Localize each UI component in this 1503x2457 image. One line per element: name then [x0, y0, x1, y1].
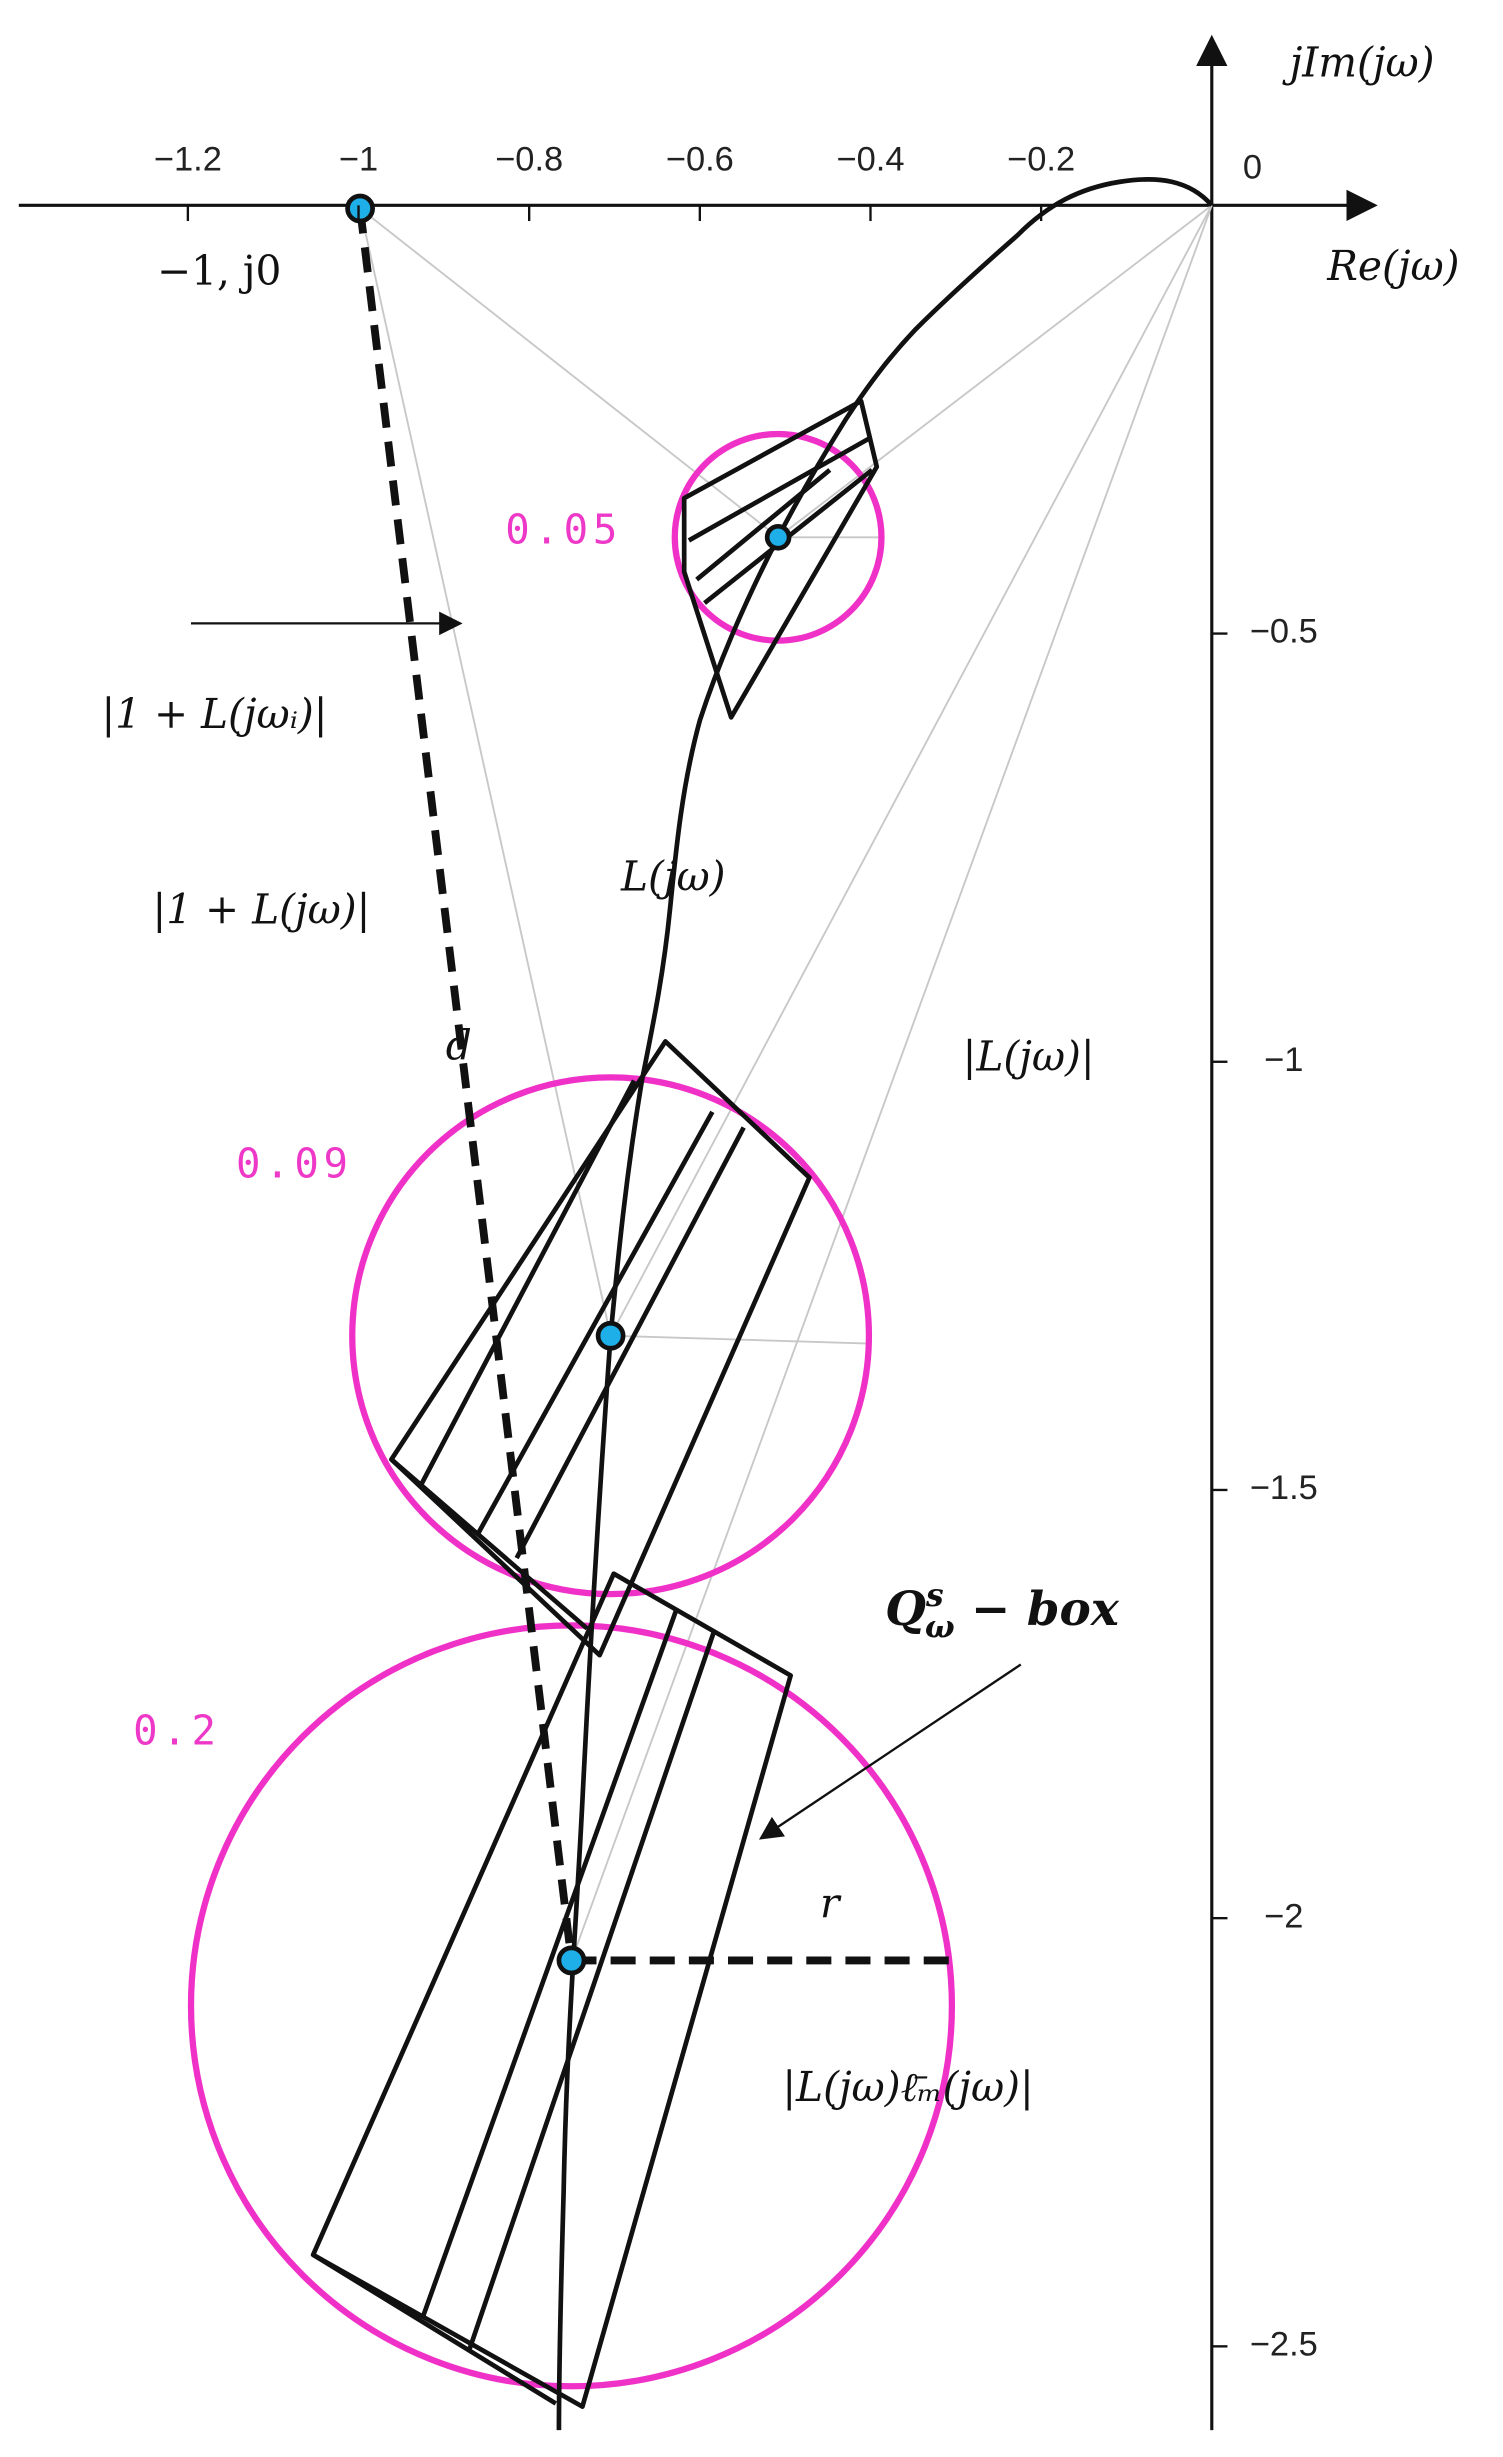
annotation: |L(jω)ℓ̄ₘ(jω)|	[782, 2063, 1033, 2111]
annotation: |1 + L(jω)|	[153, 886, 371, 934]
x-tick-label: −1.2	[154, 141, 222, 179]
critical-label: −1, j0	[157, 247, 281, 295]
uncertainty-circle	[349, 1074, 873, 1598]
y-axis-label: jIm(jω)	[1282, 39, 1435, 87]
y-tick-label: −0.5	[1250, 613, 1318, 651]
annotation: |L(jω)|	[963, 1033, 1095, 1081]
pointer-arrow	[758, 1663, 1022, 1840]
y-tick-label: −2	[1264, 1897, 1303, 1935]
annotation: L(jω)	[620, 853, 726, 901]
frequency-label: 0.2	[133, 1706, 221, 1754]
x-tick-label: −1	[339, 141, 378, 179]
q-base: Q	[885, 1582, 926, 1637]
annotation: |1 + L(jωᵢ)|	[101, 690, 327, 738]
uncertainty-circle	[187, 1622, 956, 2390]
nyquist-curve	[556, 177, 1214, 2431]
x-axis-label: Re(jω)	[1326, 242, 1459, 290]
annotation: r	[820, 1880, 842, 1928]
annotation: d	[446, 1022, 472, 1070]
frequency-point	[595, 1320, 626, 1351]
y-tick-label: −1	[1264, 1041, 1303, 1079]
x-tick-label: −0.8	[495, 141, 563, 179]
q-rest: − box	[955, 1582, 1120, 1637]
frequency-point	[556, 1945, 587, 1976]
q-sub: ω	[925, 1609, 955, 1645]
q-box-label: Qs ω − box	[885, 1578, 1120, 1645]
x-tick-label: −0.4	[836, 141, 904, 179]
critical-point	[345, 193, 375, 224]
q-sup: s	[925, 1578, 944, 1614]
construction-lines	[359, 204, 1213, 1961]
distance-d	[356, 208, 576, 1961]
q-boxes	[310, 398, 880, 2409]
x-tick-label: −0.6	[666, 141, 734, 179]
frequency-label: 0.09	[236, 1140, 353, 1188]
y-tick-label: −1.5	[1250, 1469, 1318, 1507]
frequency-point	[764, 523, 792, 551]
x-tick-label: −0.2	[1007, 141, 1075, 179]
origin-label: 0	[1243, 148, 1262, 186]
y-tick-label: −2.5	[1250, 2325, 1318, 2363]
frequency-label: 0.05	[505, 506, 622, 554]
